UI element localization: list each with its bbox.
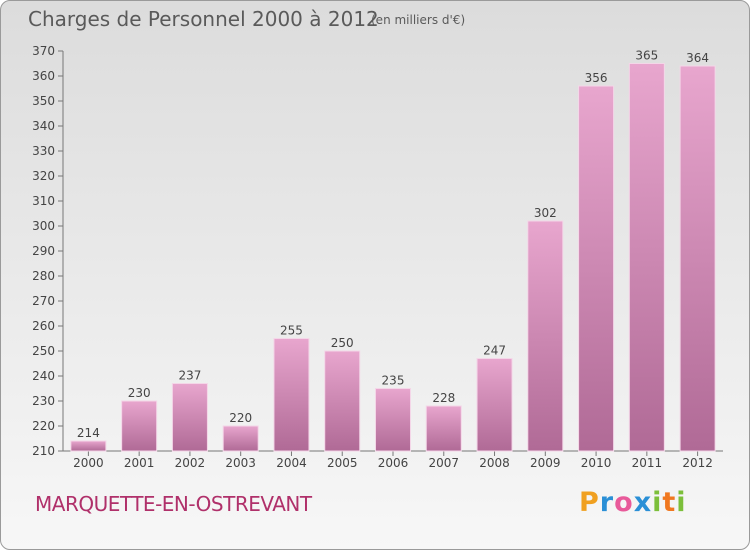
bar-2003 — [222, 425, 259, 452]
bar-2008 — [476, 358, 513, 452]
x-tick-label: 2002 — [175, 456, 206, 470]
y-tick-label: 230 — [32, 394, 55, 408]
x-axis: 2000 2001 2002 2003 2004 2005 2006 2007 2008 2009… — [63, 450, 723, 470]
data-label-2007: 228 — [432, 391, 455, 405]
data-label-2008: 247 — [483, 344, 506, 358]
y-tick-label: 370 — [32, 44, 55, 58]
data-label-2011: 365 — [635, 49, 658, 63]
y-tick-label: 300 — [32, 219, 55, 233]
y-tick-label: 290 — [32, 244, 55, 258]
x-tick-label: 2005 — [327, 456, 358, 470]
bar-2009 — [527, 220, 564, 452]
data-label-2001: 230 — [128, 386, 151, 400]
x-tick-label: 2001 — [124, 456, 155, 470]
chart-title: Charges de Personnel 2000 à 2012 — [28, 7, 379, 31]
bar-2006 — [375, 388, 411, 452]
data-labels: 214 230 237 220 255 250 235 228 247 302 356 365 364 — [77, 49, 709, 441]
chart-subtitle: (en milliers d'€) — [371, 13, 466, 27]
bar-2012 — [679, 65, 716, 452]
data-label-2005: 250 — [331, 336, 354, 350]
bar-2005 — [324, 350, 361, 452]
y-tick-label: 340 — [32, 119, 55, 133]
data-label-2003: 220 — [229, 411, 252, 425]
y-tick-label: 220 — [32, 419, 55, 433]
y-tick-label: 250 — [32, 344, 55, 358]
data-label-2009: 302 — [534, 206, 557, 220]
y-tick-label: 310 — [32, 194, 55, 208]
bar-2001 — [121, 400, 158, 452]
bar-2002 — [171, 383, 208, 452]
y-tick-label: 320 — [32, 169, 55, 183]
bar-2007 — [425, 405, 462, 452]
y-tick-label: 260 — [32, 319, 55, 333]
x-tick-label: 2000 — [73, 456, 104, 470]
x-tick-label: 2010 — [581, 456, 612, 470]
x-tick-label: 2004 — [276, 456, 307, 470]
bar-2000 — [70, 440, 107, 452]
data-label-2004: 255 — [280, 324, 303, 338]
data-label-2002: 237 — [178, 369, 201, 383]
x-tick-label: 2003 — [225, 456, 256, 470]
x-tick-label: 2011 — [632, 456, 663, 470]
y-tick-label: 330 — [32, 144, 55, 158]
y-tick-label: 210 — [32, 444, 55, 458]
y-tick-label: 350 — [32, 94, 55, 108]
data-label-2010: 356 — [585, 71, 608, 85]
data-label-2012: 364 — [686, 51, 709, 65]
bar-2011 — [628, 63, 665, 452]
y-tick-label: 270 — [32, 294, 55, 308]
x-tick-label: 2009 — [530, 456, 561, 470]
commune-name: MARQUETTE-EN-OSTREVANT — [35, 492, 312, 516]
y-tick-label: 360 — [32, 69, 55, 83]
bar-2010 — [578, 85, 615, 452]
x-tick-label: 2007 — [428, 456, 459, 470]
y-tick-label: 280 — [32, 269, 55, 283]
data-label-2000: 214 — [77, 426, 100, 440]
bar-series — [70, 63, 716, 452]
data-label-2006: 235 — [382, 374, 405, 388]
proxiti-logo[interactable]: Proxiti — [579, 487, 687, 518]
x-tick-label: 2006 — [378, 456, 409, 470]
bar-2004 — [273, 338, 310, 452]
y-axis: 210 220 230 240 250 260 270 280 290 300 310 320 330 3… — [32, 44, 64, 458]
x-tick-label: 2008 — [479, 456, 510, 470]
y-tick-label: 240 — [32, 369, 55, 383]
x-tick-label: 2012 — [682, 456, 713, 470]
